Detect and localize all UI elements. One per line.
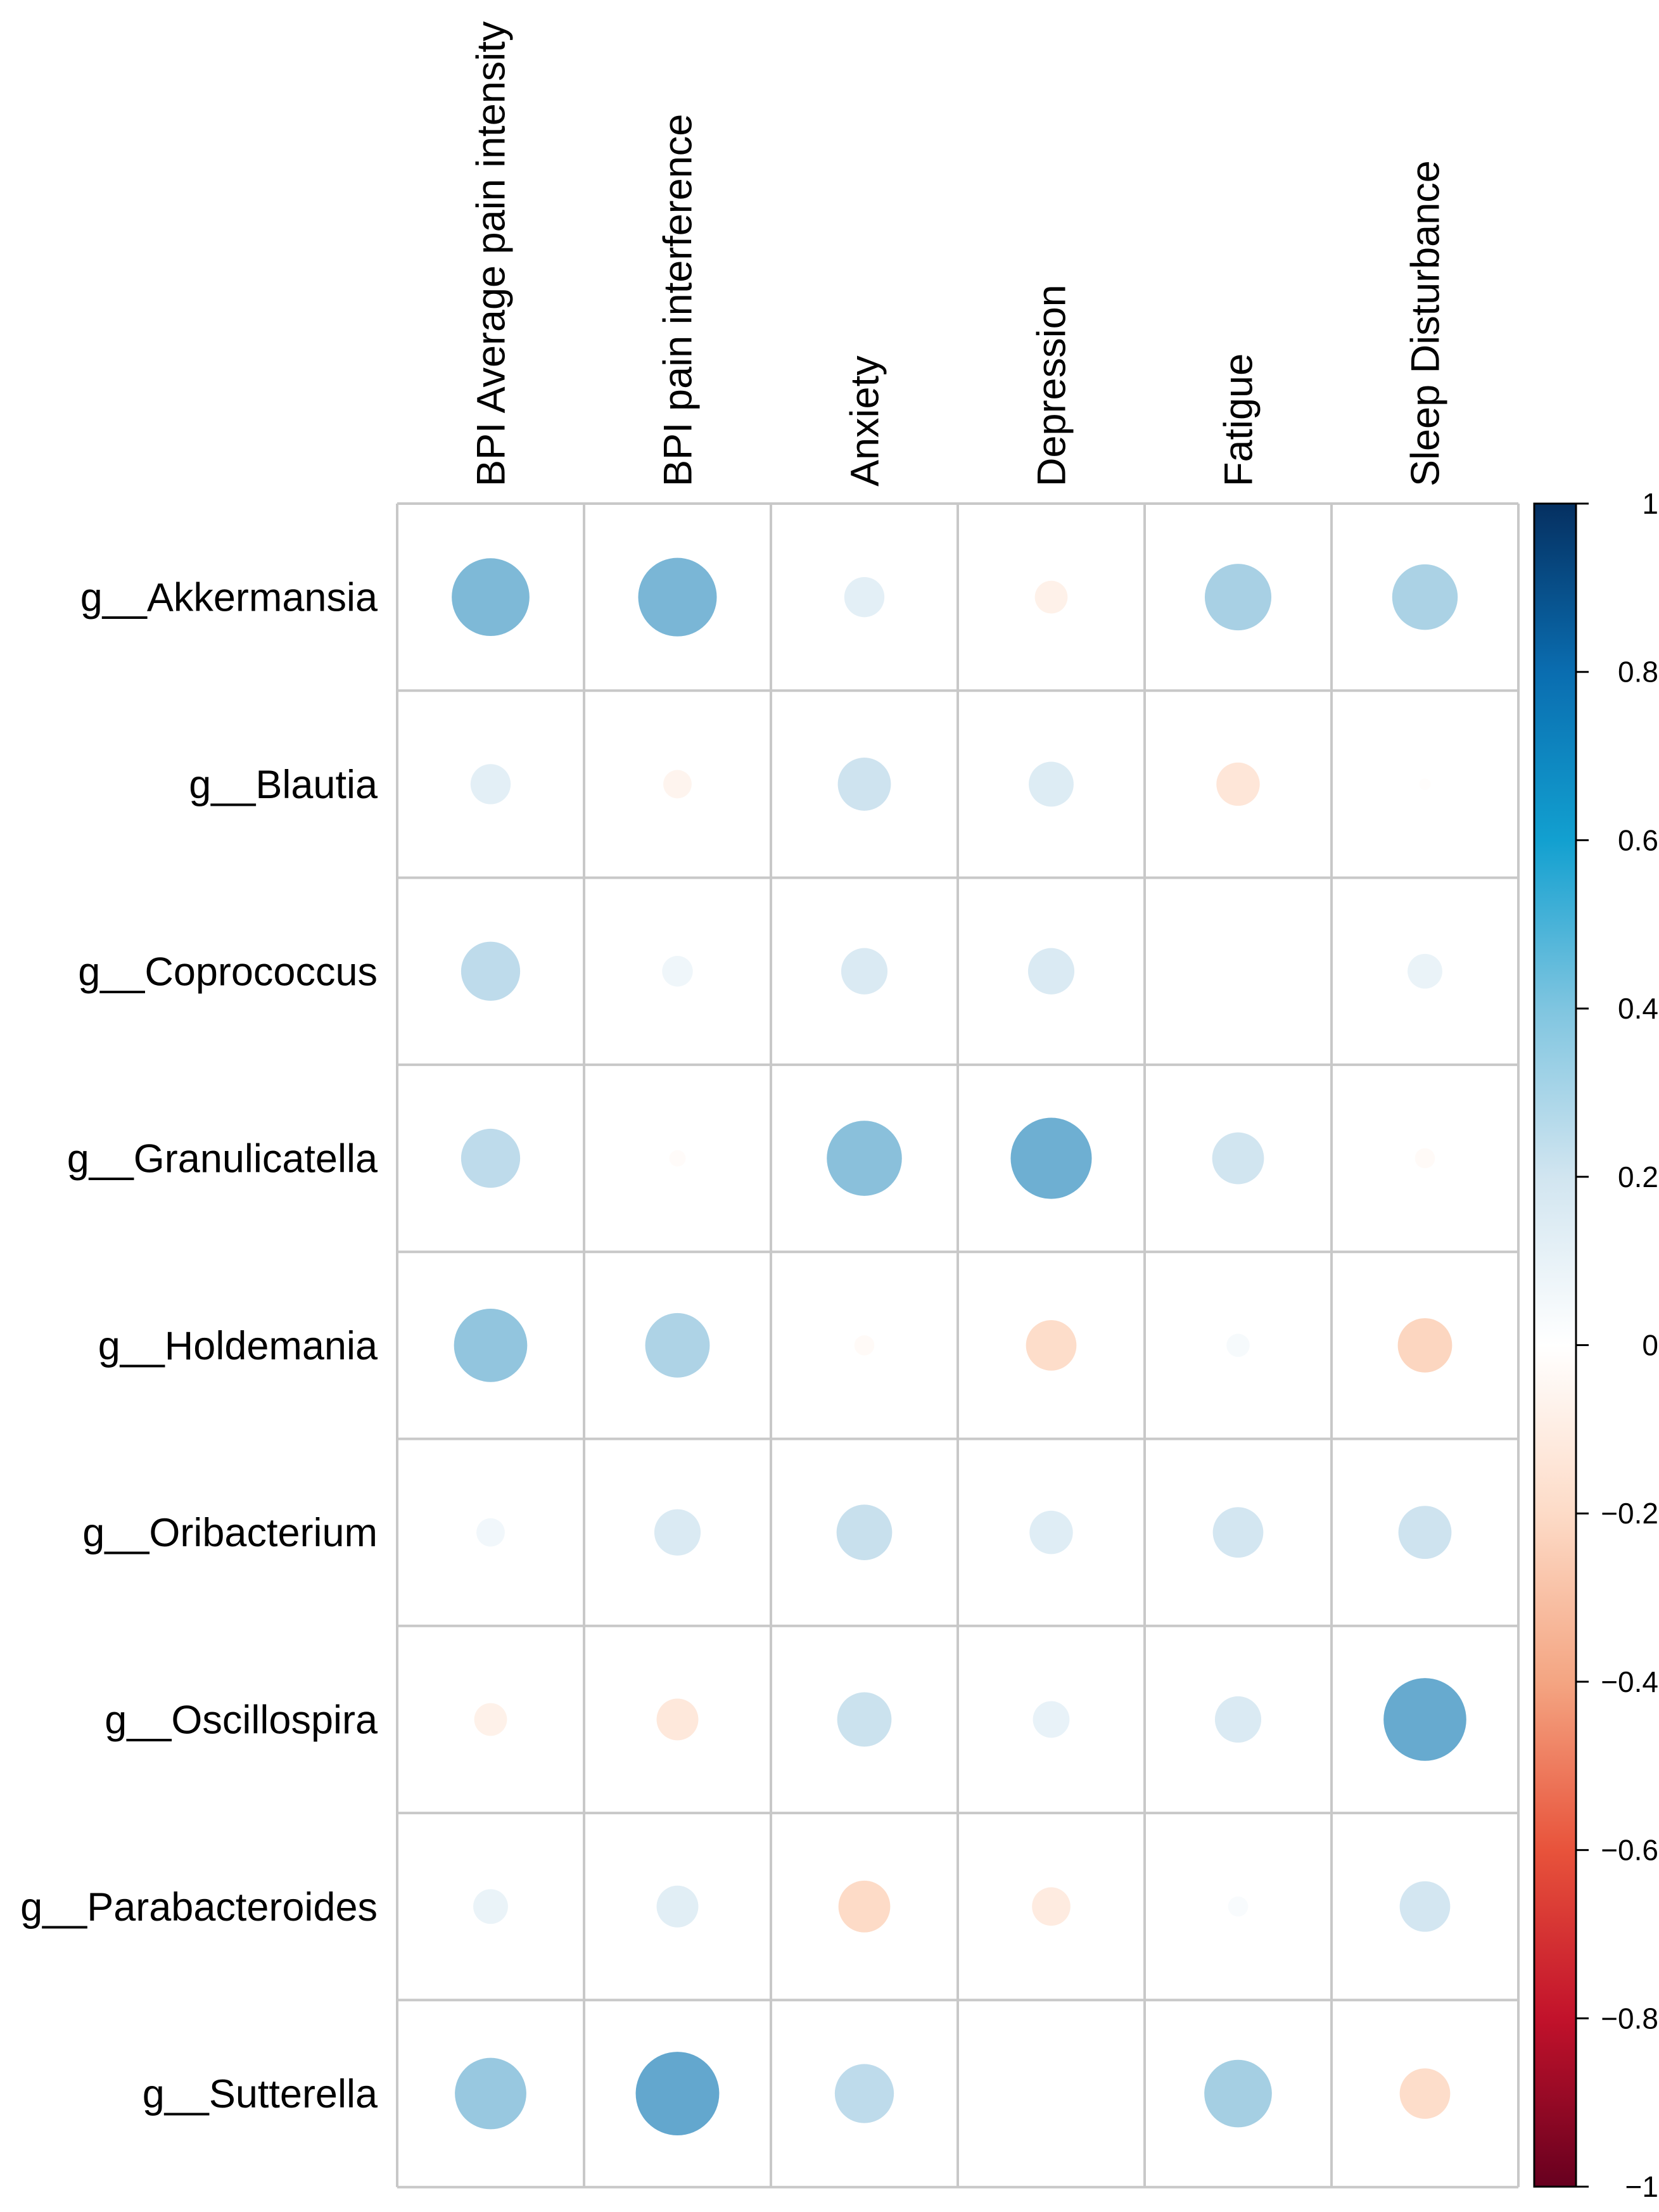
colorbar-gradient [1533,502,1577,2188]
row-label-g-oscillospira: g__Oscillospira [105,1698,378,1742]
correlation-circle-g-sutterella-sleep-disturbance [1399,2068,1451,2119]
correlation-circle-g-sutterella-anxiety [834,2064,894,2123]
colorbar-tick-label: −1 [1625,2170,1658,2203]
correlation-circle-g-akkermansia-anxiety [844,576,885,618]
correlation-circle-g-parabacteroides-bpi-average-pain-intensity [473,1889,508,1924]
colorbar: 1 0.8 0.6 0.4 0.2 0 −0.2 −0.4 −0.6 −0.8 −1 [1533,487,1658,2203]
correlation-circle-g-holdemania-sleep-disturbance [1397,1318,1452,1373]
correlation-circle-g-akkermansia-sleep-disturbance [1392,564,1458,630]
correlation-circle-g-oribacterium-anxiety [836,1504,893,1561]
correlation-circle-g-akkermansia-depression [1034,580,1068,614]
correlation-circle-g-akkermansia-bpi-pain-interference [638,557,717,637]
correlation-circle-g-oscillospira-bpi-average-pain-intensity [474,1703,507,1736]
correlation-circle-g-blautia-anxiety [837,758,891,811]
correlation-circle-g-blautia-depression [1029,761,1074,807]
column-label-bpi-average-pain-intensity: BPI Average pain intensity [469,21,514,486]
correlation-circle-g-sutterella-bpi-pain-interference [635,2052,720,2135]
correlation-circle-g-coprococcus-sleep-disturbance [1408,953,1442,989]
correlation-circle-g-coprococcus-depression [1027,948,1075,995]
correlation-circle-g-granulicatella-sleep-disturbance [1414,1148,1435,1169]
grid-layer [396,502,1520,2189]
circles-layer [452,557,1466,2135]
correlation-circle-g-oscillospira-anxiety [837,1692,892,1747]
correlation-circle-g-oscillospira-fatigue [1214,1696,1262,1743]
correlation-circle-g-granulicatella-fatigue [1212,1132,1264,1185]
row-label-g-oribacterium: g__Oribacterium [82,1511,378,1555]
colorbar-tick-label: 0.6 [1618,823,1658,856]
correlation-circle-g-oribacterium-depression [1029,1510,1073,1554]
correlation-circle-g-parabacteroides-bpi-pain-interference [656,1885,699,1928]
row-label-g-coprococcus: g__Coprococcus [78,950,378,994]
correlation-circle-g-holdemania-bpi-pain-interference [645,1313,710,1378]
correlation-circle-g-coprococcus-anxiety [841,948,888,995]
correlation-circle-g-parabacteroides-depression [1032,1887,1071,1926]
correlation-circle-g-blautia-sleep-disturbance [1419,778,1431,791]
column-label-sleep-disturbance: Sleep Disturbance [1404,160,1448,486]
correlation-circle-g-oribacterium-sleep-disturbance [1398,1506,1452,1560]
colorbar-tick-label: −0.2 [1601,1497,1658,1530]
correlation-circle-g-oscillospira-sleep-disturbance [1383,1678,1466,1761]
correlation-circle-g-oribacterium-bpi-pain-interference [654,1509,701,1556]
row-label-g-blautia: g__Blautia [189,763,378,807]
correlation-circle-g-granulicatella-depression [1010,1117,1092,1199]
correlation-circle-g-oribacterium-bpi-average-pain-intensity [476,1518,505,1547]
correlation-circle-g-oscillospira-bpi-pain-interference [656,1698,699,1741]
correlation-circle-g-oscillospira-depression [1033,1701,1070,1738]
correlation-circle-g-parabacteroides-anxiety [838,1880,891,1933]
correlation-circle-g-coprococcus-bpi-average-pain-intensity [461,941,521,1001]
column-label-anxiety: Anxiety [843,355,887,486]
colorbar-tick-label: 0.8 [1618,656,1658,689]
correlation-circle-g-granulicatella-bpi-pain-interference [669,1150,686,1167]
colorbar-tick-label: −0.4 [1601,1665,1658,1698]
correlation-circle-g-granulicatella-anxiety [827,1121,902,1196]
correlation-circle-g-akkermansia-fatigue [1204,564,1272,631]
correlation-circle-g-holdemania-fatigue [1226,1333,1250,1357]
correlation-circle-g-granulicatella-bpi-average-pain-intensity [461,1128,521,1188]
row-label-g-sutterella: g__Sutterella [143,2072,378,2116]
colorbar-tick-label: 0.4 [1618,992,1658,1025]
column-labels: BPI Average pain intensity BPI pain inter… [469,21,1448,486]
row-labels: g__Akkermansia g__Blautia g__Coprococcus g_… [20,576,378,2116]
colorbar-tick-label: −0.6 [1601,1834,1658,1867]
correlation-circle-g-coprococcus-bpi-pain-interference [662,956,693,987]
row-label-g-granulicatella: g__Granulicatella [67,1137,378,1181]
column-label-fatigue: Fatigue [1217,353,1261,486]
correlation-circle-g-parabacteroides-sleep-disturbance [1399,1881,1451,1932]
column-label-depression: Depression [1030,284,1074,486]
colorbar-tick-label: −0.8 [1601,2002,1658,2035]
correlation-circle-g-oribacterium-fatigue [1212,1507,1264,1558]
row-label-g-akkermansia: g__Akkermansia [80,576,378,620]
correlation-circle-g-holdemania-anxiety [854,1335,875,1356]
row-label-g-parabacteroides: g__Parabacteroides [20,1885,378,1929]
correlation-circle-g-blautia-bpi-pain-interference [663,770,692,799]
colorbar-tick-label: 0 [1642,1329,1658,1362]
correlation-circle-g-sutterella-bpi-average-pain-intensity [455,2057,526,2130]
colorbar-tick-label: 0.2 [1618,1160,1658,1193]
correlation-circle-g-sutterella-fatigue [1204,2059,1272,2128]
correlation-circle-g-blautia-bpi-average-pain-intensity [470,764,511,804]
row-label-g-holdemania: g__Holdemania [98,1324,378,1368]
correlation-circle-g-holdemania-bpi-average-pain-intensity [454,1309,528,1382]
colorbar-tick-label: 1 [1642,487,1658,520]
correlation-circle-g-holdemania-depression [1026,1319,1077,1371]
correlation-circle-g-parabacteroides-fatigue [1228,1896,1249,1917]
correlation-circle-g-akkermansia-bpi-average-pain-intensity [452,558,530,636]
correlation-circle-g-blautia-fatigue [1216,762,1260,806]
column-label-bpi-pain-interference: BPI pain interference [656,114,701,486]
